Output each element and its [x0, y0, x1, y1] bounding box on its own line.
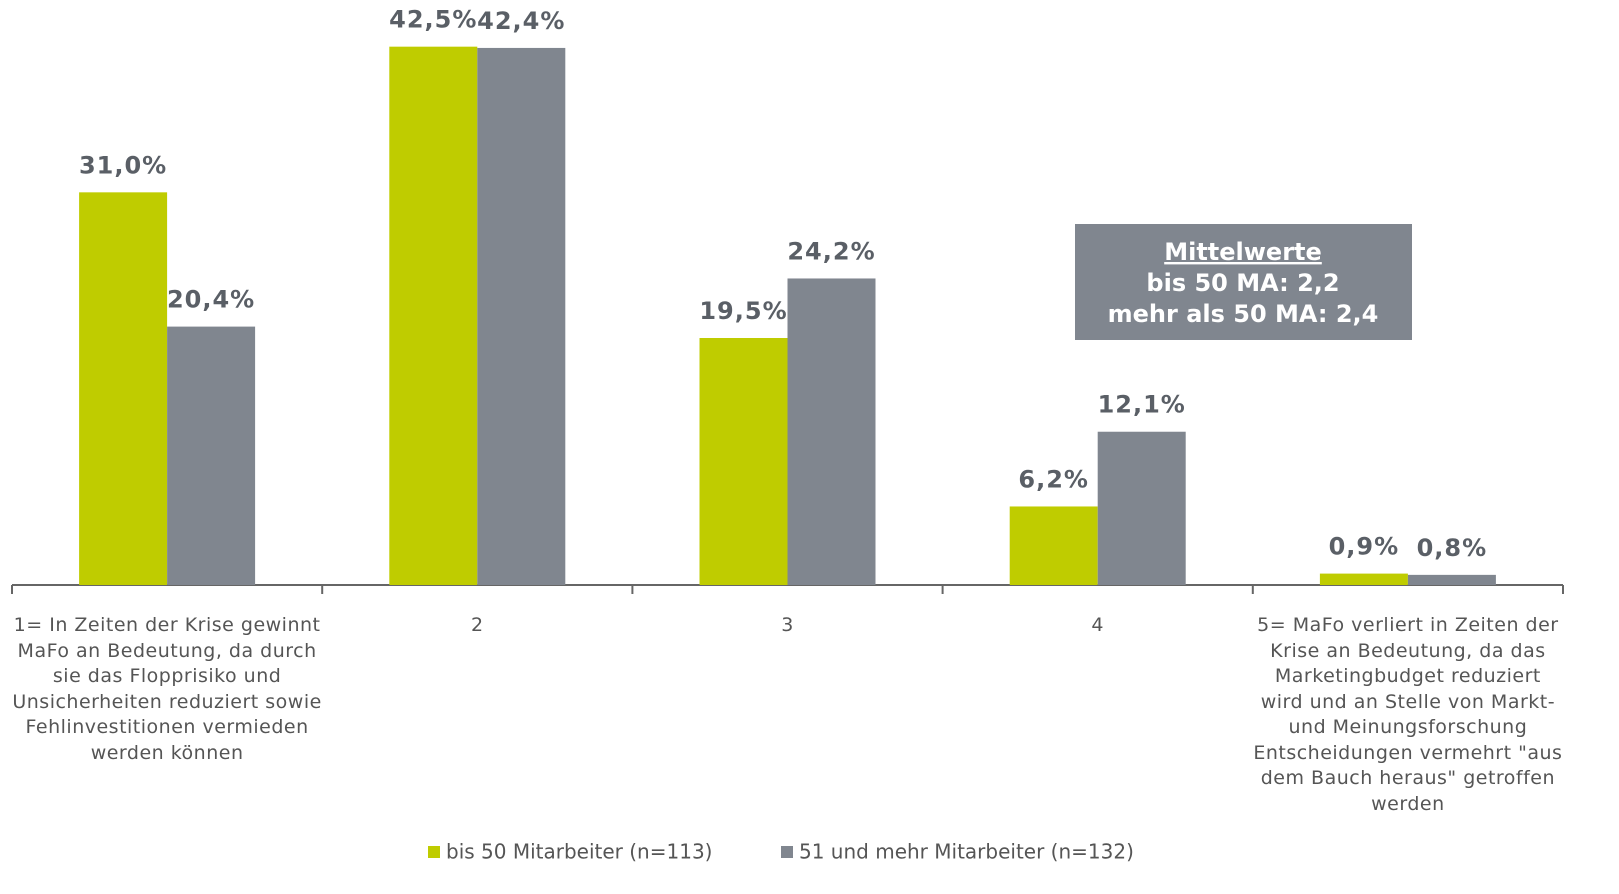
legend-swatch	[428, 846, 440, 858]
value-label: 0,8%	[1417, 534, 1488, 562]
annotation: Mittelwerte bis 50 MA: 2,2 mehr als 50 MA:…	[1075, 224, 1412, 340]
bar	[389, 46, 478, 585]
annotation-line: mehr als 50 MA: 2,4	[1108, 300, 1379, 328]
value-label: 20,4%	[167, 286, 255, 314]
bar	[699, 338, 788, 585]
bar	[1407, 574, 1496, 585]
bar	[79, 192, 168, 586]
value-label: 31,0%	[79, 151, 167, 179]
value-label: 24,2%	[787, 237, 875, 265]
annotation-line: bis 50 MA: 2,2	[1146, 269, 1339, 297]
x-tick-label: 4	[1091, 614, 1104, 636]
value-label: 6,2%	[1018, 465, 1089, 493]
bar	[1009, 506, 1098, 585]
bar	[787, 278, 876, 585]
value-label: 42,4%	[477, 7, 565, 35]
legend-swatch	[781, 846, 793, 858]
bar	[1097, 431, 1186, 585]
value-label: 42,5%	[389, 6, 477, 34]
x-tick-label: 5= MaFo verliert in Zeiten der Krise an …	[1253, 614, 1563, 815]
legend-label: bis 50 Mitarbeiter (n=113)	[446, 840, 712, 864]
annotation-title: Mittelwerte	[1164, 238, 1322, 266]
bar	[167, 326, 256, 585]
x-tick-label: 3	[781, 614, 794, 636]
value-label: 0,9%	[1329, 533, 1400, 561]
value-label: 12,1%	[1098, 391, 1186, 419]
x-tick-label: 2	[471, 614, 484, 636]
annotation-box	[1075, 224, 1412, 340]
bar	[1319, 573, 1408, 585]
legend-label: 51 und mehr Mitarbeiter (n=132)	[799, 840, 1134, 864]
x-tick-label: 1= In Zeiten der Krise gewinnt MaFo an B…	[12, 614, 322, 764]
bar	[477, 47, 566, 585]
value-label: 19,5%	[699, 297, 787, 325]
